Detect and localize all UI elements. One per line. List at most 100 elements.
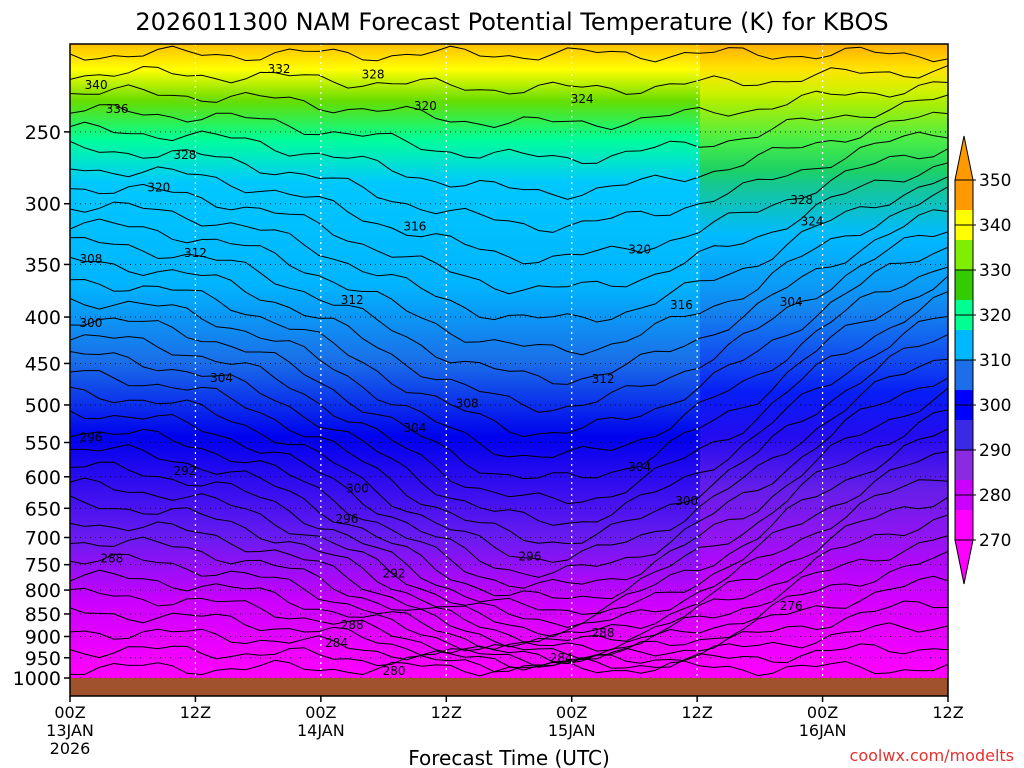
y-tick-label: 550 xyxy=(25,432,61,454)
contour-label: 304 xyxy=(403,421,426,435)
contour-line xyxy=(70,186,948,356)
contour-label: 320 xyxy=(147,181,170,195)
contour-line xyxy=(70,45,948,63)
contour-lines xyxy=(70,45,948,677)
contour-label: 332 xyxy=(268,62,291,76)
contour-label: 320 xyxy=(414,99,437,113)
contour-line xyxy=(70,162,948,295)
colorbar-label: 330 xyxy=(979,261,1011,281)
contour-label: 296 xyxy=(336,512,359,526)
colorbar-label: 350 xyxy=(979,171,1011,191)
contour-label: 304 xyxy=(780,295,803,309)
y-axis: 2503003504004505005506006507007508008509… xyxy=(13,122,70,690)
x-tick-label: 00Z xyxy=(54,703,85,722)
contour-label: 312 xyxy=(592,372,615,386)
contour-label: 304 xyxy=(210,371,233,385)
contour-label: 284 xyxy=(325,636,348,650)
contour-label: 328 xyxy=(362,67,385,81)
y-tick-label: 650 xyxy=(25,498,61,520)
contour-line xyxy=(70,333,948,545)
y-tick-label: 1000 xyxy=(13,668,61,690)
colorbar-segment xyxy=(955,330,973,360)
contour-label: 336 xyxy=(106,102,129,116)
contour-line xyxy=(70,246,948,438)
contour-label: 288 xyxy=(592,626,615,640)
y-tick-label: 800 xyxy=(25,580,61,602)
contour-line xyxy=(70,266,948,458)
contour-label: 328 xyxy=(790,193,813,207)
x-tick-label: 14JAN xyxy=(297,721,345,740)
contour-label: 292 xyxy=(174,464,197,478)
contour-label: 288 xyxy=(100,551,123,565)
contour-label-group: 340 336 332 328 320 324 328 320 312 316 320 312 316 3… xyxy=(79,62,823,678)
ground-terrain xyxy=(70,678,948,696)
plot-frame xyxy=(69,43,949,697)
contour-line xyxy=(70,231,948,413)
contour-line xyxy=(70,65,948,95)
y-tick-label: 750 xyxy=(25,555,61,577)
contour-line xyxy=(70,176,948,323)
y-tick-label: 900 xyxy=(25,626,61,648)
contour-line xyxy=(70,409,948,600)
contour-label: 328 xyxy=(174,148,197,162)
y-tick-label: 250 xyxy=(25,122,61,144)
contour-line xyxy=(70,496,948,643)
x-tick-label: 12Z xyxy=(932,703,963,722)
colorbar-segment xyxy=(955,510,973,540)
contour-label: 312 xyxy=(341,293,364,307)
contour-line xyxy=(70,575,948,665)
contour-line xyxy=(70,131,948,233)
contour-label: 300 xyxy=(675,494,698,508)
colorbar-bottom-arrow xyxy=(954,539,974,585)
contour-label: 340 xyxy=(85,78,108,92)
watermark: coolwx.com/modelts xyxy=(850,746,1014,765)
contour-label: 284 xyxy=(550,651,573,665)
colorbar-segment xyxy=(955,180,973,210)
x-axis-label: Forecast Time (UTC) xyxy=(408,746,610,768)
colorbar-label: 320 xyxy=(979,306,1011,326)
y-tick-label: 950 xyxy=(25,648,61,670)
x-tick-label: 15JAN xyxy=(548,721,596,740)
contour-label: 304 xyxy=(628,460,651,474)
contour-label: 280 xyxy=(383,664,406,678)
contour-label: 288 xyxy=(341,618,364,632)
contour-line xyxy=(70,291,948,505)
colorbar: 270 280 290 300 310 320 330 340 350 xyxy=(954,135,1011,585)
contour-label: 316 xyxy=(403,220,426,234)
x-tick-label: 00Z xyxy=(556,703,587,722)
contour-label: 324 xyxy=(801,215,824,229)
y-tick-label: 500 xyxy=(25,395,61,417)
contour-line xyxy=(70,659,948,677)
colorbar-label: 300 xyxy=(979,396,1011,416)
contour-line xyxy=(70,111,948,200)
colorbar-label: 280 xyxy=(979,486,1011,506)
contour-label: 320 xyxy=(628,243,651,257)
contour-label: 276 xyxy=(780,599,803,613)
contour-line xyxy=(70,451,948,629)
contour-line xyxy=(70,514,948,648)
contour-line xyxy=(70,377,948,578)
contour-label: 292 xyxy=(383,567,406,581)
colorbar-label: 340 xyxy=(979,216,1011,236)
contour-label: 300 xyxy=(79,316,102,330)
colorbar-segment xyxy=(955,270,973,300)
grid xyxy=(70,44,948,678)
contour-label: 296 xyxy=(518,550,541,564)
colorbar-segment xyxy=(955,360,973,390)
colorbar-label: 270 xyxy=(979,531,1011,551)
x-tick-label: 16JAN xyxy=(799,721,847,740)
y-tick-label: 400 xyxy=(25,307,61,329)
x-tick-label: 12Z xyxy=(431,703,462,722)
contour-line xyxy=(70,643,948,673)
chart-title: 2026011300 NAM Forecast Potential Temper… xyxy=(135,8,888,36)
colorbar-segment xyxy=(955,450,973,480)
contour-line xyxy=(70,535,948,652)
colorbar-segment xyxy=(955,240,973,270)
contour-line xyxy=(70,428,948,615)
contour-line xyxy=(70,148,948,265)
contour-line xyxy=(70,81,948,131)
x-tick-label: 12Z xyxy=(180,703,211,722)
x-tick-label: 00Z xyxy=(305,703,336,722)
